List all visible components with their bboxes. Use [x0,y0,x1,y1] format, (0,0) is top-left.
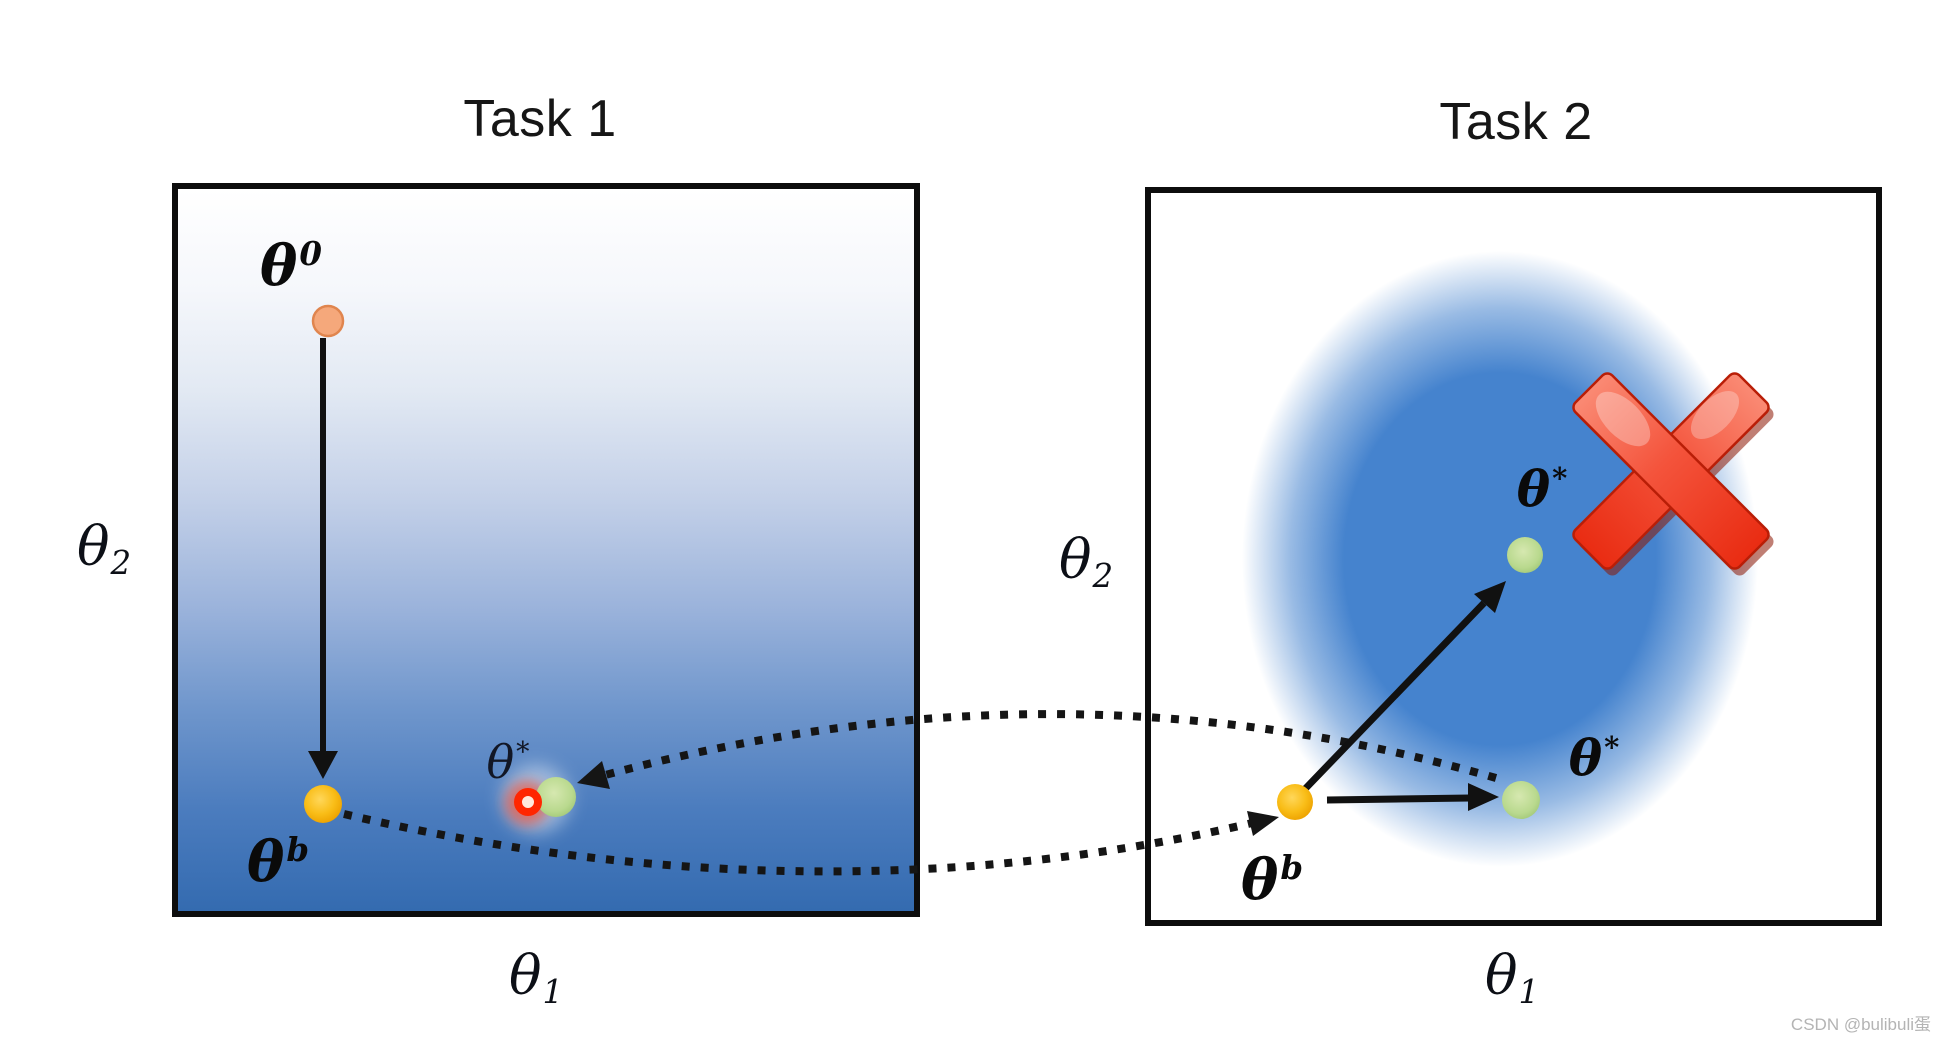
red-cross-icon [1572,372,1774,576]
task1-title: Task 1 [463,90,617,148]
watermark-text: CSDN @bulibuli蛋 [1790,1015,1931,1034]
transfer-curve-upper [577,710,1498,789]
task1-descent-arrow [308,338,338,779]
transfer-curve-lower [343,810,1279,876]
task1-optimum-point-label: θ* [486,735,530,789]
task2-optimum-point-low [1502,781,1540,819]
task2-optimum-low-label: θ* [1568,728,1620,787]
task2-y-axis-label: θ2 [1058,528,1114,596]
task2-optimum-high-label: θ* [1516,459,1568,518]
task2-finetune-arrow-high [1302,581,1506,792]
task2-x-axis-label: θ1 [1484,944,1540,1012]
task1-y-axis-label: θ2 [76,515,132,583]
task1-target-ring-icon [514,788,542,816]
task1-init-point [311,304,345,338]
transfer-curve-lower-arrowhead [1247,811,1279,836]
task2-title: Task 2 [1439,93,1593,151]
task1-base-point-label: θb [246,829,310,895]
transfer-curve-upper-arrowhead [577,761,610,789]
task1-base-point [304,785,342,823]
task2-base-point-label: θb [1240,847,1304,913]
task1-optimum-point [536,777,576,817]
task2-base-point [1277,784,1313,820]
task1-init-point-label: θ0 [260,233,322,299]
task2-optimum-point-high [1507,537,1543,573]
task2-finetune-arrow-low [1326,783,1499,811]
task1-x-axis-label: θ1 [508,944,564,1012]
